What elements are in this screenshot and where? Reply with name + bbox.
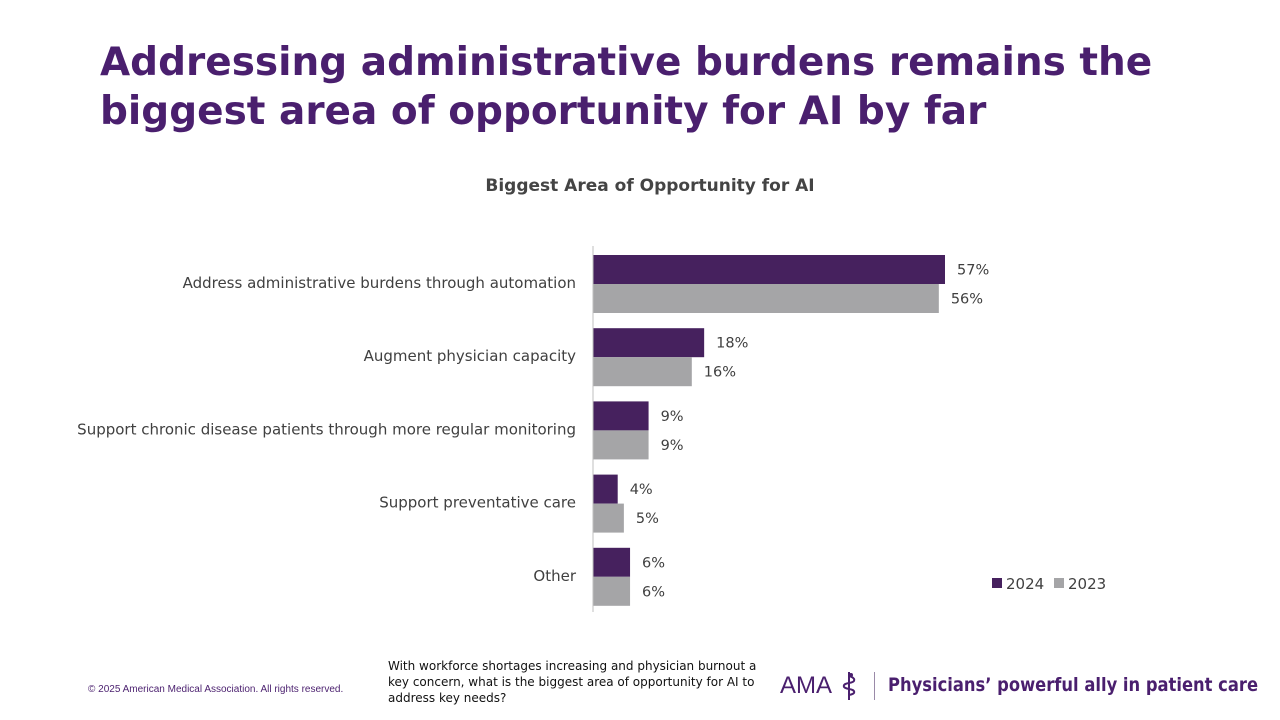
bar-2023-2 [593, 357, 692, 387]
legend-label-2023: 2023 [1068, 575, 1106, 593]
legend-label-2024: 2024 [1006, 575, 1044, 593]
bar-2024-4 [593, 474, 618, 504]
bar-2023-4 [593, 503, 624, 533]
ama-logo-text: AMA [780, 672, 833, 699]
category-label: Augment physician capacity [364, 347, 577, 365]
category-label: Other [533, 567, 576, 585]
data-label-2024-1: 57% [957, 263, 989, 279]
data-label-2024-5: 6% [642, 555, 665, 571]
brand-divider [874, 672, 875, 700]
bar-2024-1 [593, 255, 945, 284]
data-label-2023-1: 56% [951, 292, 983, 308]
bar-2023-3 [593, 430, 649, 460]
copyright-notice: © 2025 American Medical Association. All… [88, 684, 344, 695]
bar-2024-5 [593, 547, 631, 577]
bar-2024-3 [593, 401, 649, 431]
legend-swatch-2023 [1054, 578, 1064, 588]
data-label-2024-3: 9% [661, 409, 684, 425]
brand-footer: AMA Physicians’ powerful ally in patient… [780, 668, 1258, 708]
data-label-2023-5: 6% [642, 584, 665, 600]
bar-2024-2 [593, 328, 705, 358]
slide-title: Addressing administrative burdens remain… [100, 38, 1220, 136]
data-label-2023-3: 9% [661, 438, 684, 454]
bar-2023-5 [593, 576, 631, 606]
slide-title-line-2: biggest area of opportunity for AI by fa… [100, 89, 987, 134]
category-label: Support preventative care [379, 494, 576, 512]
data-label-2024-4: 4% [630, 482, 653, 498]
chart-title: Biggest Area of Opportunity for AI [485, 176, 815, 196]
data-label-2024-2: 18% [716, 336, 748, 352]
tagline: Physicians’ powerful ally in patient car… [888, 674, 1259, 696]
legend-swatch-2024 [992, 578, 1002, 588]
data-label-2023-4: 5% [636, 511, 659, 527]
survey-question: With workforce shortages increasing and … [388, 659, 757, 705]
data-label-2023-2: 16% [704, 365, 736, 381]
category-label: Support chronic disease patients through… [77, 420, 576, 438]
staff-of-asclepius-icon [842, 672, 856, 700]
bar-2023-1 [593, 284, 939, 313]
slide-title-line-1: Addressing administrative burdens remain… [100, 40, 1153, 85]
category-label: Address administrative burdens through a… [183, 274, 576, 292]
